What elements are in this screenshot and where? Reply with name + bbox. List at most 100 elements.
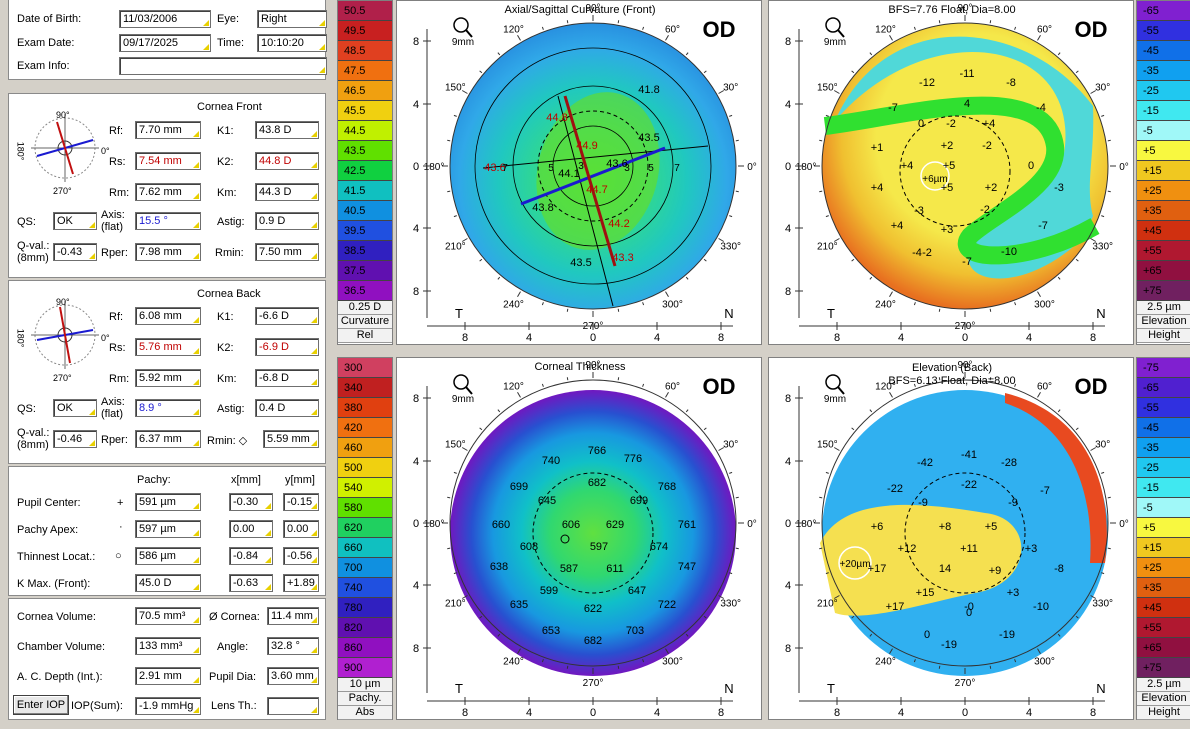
scale-cell: +45	[1137, 221, 1190, 241]
cornea-diameter-field[interactable]: 11.4 mm	[267, 607, 319, 625]
astig-label: Astig:	[217, 216, 245, 228]
kmax-x[interactable]: -0.63	[229, 574, 273, 592]
kmax-value[interactable]: 45.0 D	[135, 574, 201, 592]
degree-tick	[735, 547, 739, 550]
map-value: +2	[941, 140, 954, 152]
degree-tick	[938, 377, 941, 381]
eye-field[interactable]: Right	[257, 10, 327, 28]
sagittal-curvature-map[interactable]: 90°120°60°150°30°180°0°210°330°240°300°2…	[396, 0, 762, 345]
dob-field[interactable]: 11/03/2006	[119, 10, 211, 28]
thinnest-pachy[interactable]: 586 µm	[135, 547, 201, 565]
k1-field[interactable]: -6.6 D	[255, 307, 319, 325]
k2-field[interactable]: -6.9 D	[255, 338, 319, 356]
degree-tick	[913, 302, 916, 306]
qval-field[interactable]: -0.46	[53, 430, 97, 448]
y-tick-label: 0	[785, 161, 791, 173]
corneal-thickness-map[interactable]: 90° 120° 60° 150° 30° 180° 0° 210° 330° 240° 300° 2…	[396, 357, 762, 720]
steep-axis-red	[563, 95, 617, 267]
k1-field[interactable]: 43.8 D	[255, 121, 319, 139]
degree-tick	[541, 659, 544, 663]
map-value: -2	[946, 118, 956, 130]
qs-field[interactable]: OK	[53, 399, 97, 417]
magnifier-label: 9mm	[824, 37, 846, 48]
rf-field[interactable]: 6.08 mm	[135, 307, 201, 325]
degree-tick	[447, 139, 451, 142]
degree-tick	[685, 52, 689, 56]
degree-tick	[1090, 447, 1097, 451]
pupil-center-x[interactable]: -0.30	[229, 493, 273, 511]
y-tick-label: 4	[785, 223, 791, 235]
pupil-dia-field[interactable]: 3.60 mm	[267, 667, 319, 685]
axis-field[interactable]: 8.9 °	[135, 399, 201, 417]
field-marker	[203, 20, 209, 26]
cornea-volume-field[interactable]: 70.5 mm³	[135, 607, 201, 625]
astig-field[interactable]: 0.9 D	[255, 212, 319, 230]
map-border	[449, 22, 737, 310]
degree-tick	[729, 114, 733, 117]
degree-tick	[617, 308, 620, 312]
degree-tick	[665, 648, 669, 655]
pachy-apex-y[interactable]: 0.00	[283, 520, 319, 538]
acd-field[interactable]: 2.91 mm	[135, 667, 201, 685]
kmax-y[interactable]: +1.89	[283, 574, 319, 592]
astig-field[interactable]: 0.4 D	[255, 399, 319, 417]
km-field[interactable]: -6.8 D	[255, 369, 319, 387]
k2-label: K2:	[217, 156, 234, 168]
qval-field[interactable]: -0.43	[53, 243, 97, 261]
rm-field[interactable]: 5.92 mm	[135, 369, 201, 387]
degree-tick	[989, 20, 992, 24]
map-value: -7	[888, 102, 898, 114]
rper-field[interactable]: 6.37 mm	[135, 430, 201, 448]
exam-date-field[interactable]: 09/17/2025	[119, 34, 211, 52]
pupil-ring	[899, 115, 1011, 227]
time-field[interactable]: 10:10:20	[257, 34, 327, 52]
pachy-apex-x[interactable]: 0.00	[229, 520, 273, 538]
thinnest-y[interactable]: -0.56	[283, 547, 319, 565]
degree-label: 300°	[662, 300, 683, 311]
rm-field[interactable]: 7.62 mm	[135, 183, 201, 201]
angle-field[interactable]: 32.8 °	[267, 637, 319, 655]
axis-field[interactable]: 15.5 °	[135, 212, 201, 230]
pachy-apex-pachy[interactable]: 597 µm	[135, 520, 201, 538]
rmin-field[interactable]: 5.59 mm	[263, 430, 319, 448]
map-value: +6	[871, 521, 884, 533]
km-field[interactable]: 44.3 D	[255, 183, 319, 201]
degree-label: 90°	[957, 3, 972, 14]
elevation-front-map[interactable]: 90°120°60°150°30°180°0°210°330°240°300°2…	[768, 0, 1134, 345]
degree-tick	[517, 34, 521, 41]
lens-thickness-field[interactable]	[267, 697, 319, 715]
degree-label: 150°	[817, 440, 838, 451]
magnifier-icon	[825, 374, 841, 390]
scale-cell: +35	[1137, 201, 1190, 221]
scale-cell: +5	[1137, 141, 1190, 161]
exam-info-field[interactable]	[119, 57, 327, 75]
scale-cell: 580	[338, 498, 392, 518]
pupil-center-pachy[interactable]: 591 µm	[135, 493, 201, 511]
elevation-back-map[interactable]: 90° 120° 60° 150° 30° 180° 0° 210° 330° 240° 300° 2…	[768, 357, 1134, 720]
degree-label: 0°	[747, 519, 757, 530]
pupil-center-y[interactable]: -0.15	[283, 493, 319, 511]
enter-iop-button[interactable]: Enter IOP	[13, 695, 69, 715]
y-tick-label: 0	[413, 518, 419, 530]
x-tick-label: 0	[962, 332, 968, 344]
k2-field[interactable]: 44.8 D	[255, 152, 319, 170]
degree-tick	[833, 238, 840, 242]
qs-field[interactable]: OK	[53, 212, 97, 230]
chamber-volume-field[interactable]: 133 mm³	[135, 637, 201, 655]
rf-field[interactable]: 7.70 mm	[135, 121, 201, 139]
rmin-field[interactable]: 7.50 mm	[255, 243, 319, 261]
field-marker	[311, 317, 317, 323]
rper-field[interactable]: 7.98 mm	[135, 243, 201, 261]
degree-tick	[729, 572, 733, 575]
scale-cell: +65	[1137, 261, 1190, 281]
kmax-label: K Max. (Front):	[17, 578, 91, 590]
iop-sum-field[interactable]: -1.9 mmHg	[135, 697, 201, 715]
rs-field[interactable]: 5.76 mm	[135, 338, 201, 356]
map-value: -10	[1001, 246, 1017, 258]
degree-tick	[685, 276, 689, 280]
scale-cell: +55	[1137, 241, 1190, 261]
thinnest-x[interactable]: -0.84	[229, 547, 273, 565]
field-marker	[311, 557, 317, 563]
rs-field[interactable]: 7.54 mm	[135, 152, 201, 170]
map-value: 0	[918, 118, 924, 130]
